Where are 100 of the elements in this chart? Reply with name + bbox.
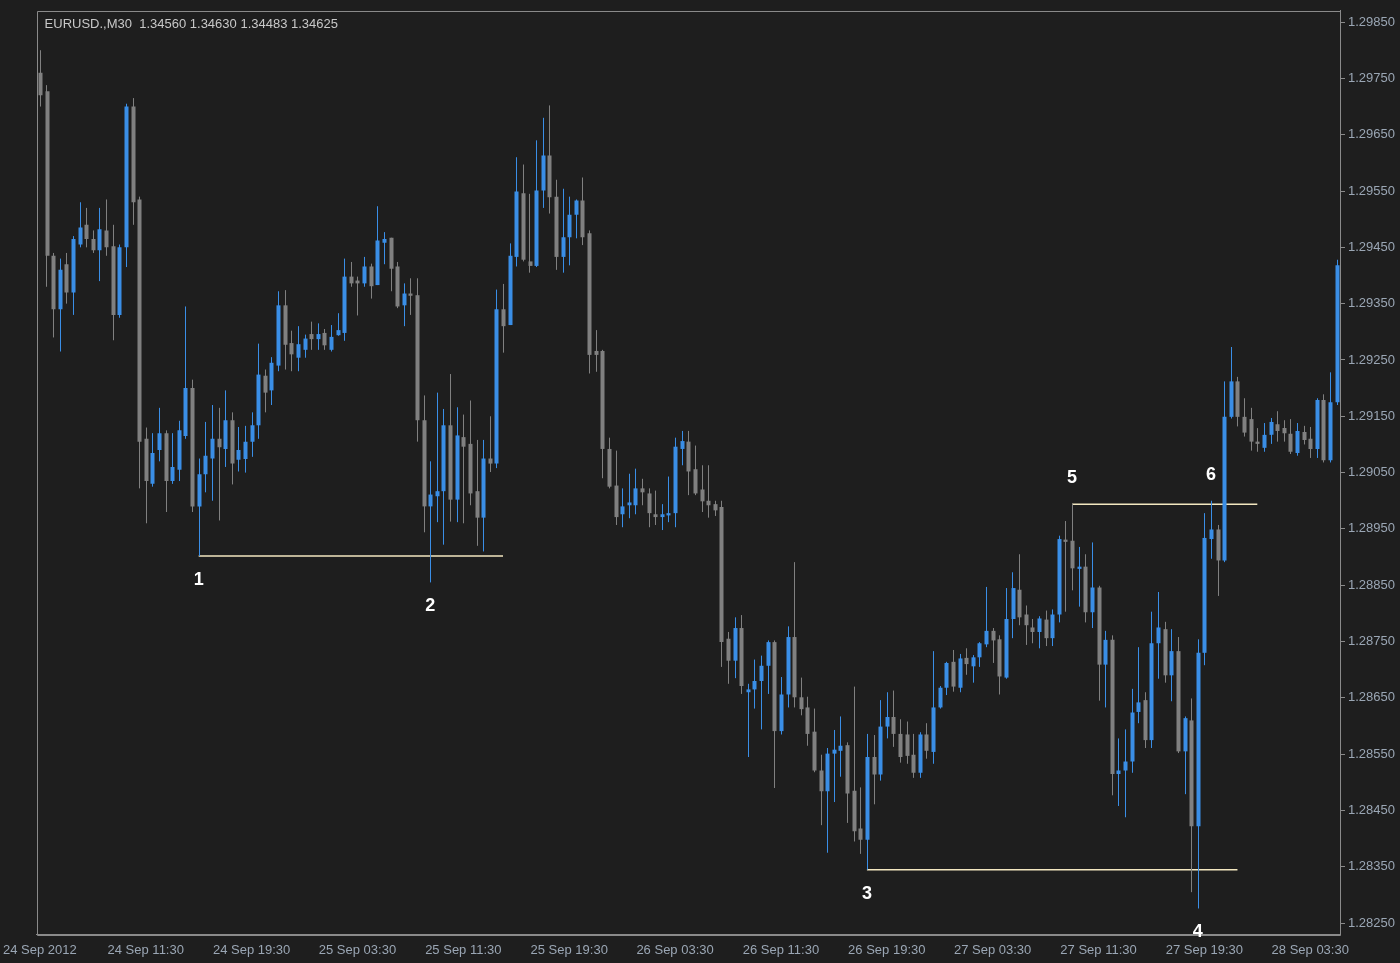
candlestick	[938, 685, 943, 710]
annotation: 2	[425, 595, 436, 616]
candlestick	[653, 490, 658, 526]
candlestick	[382, 231, 387, 265]
annotation: 4	[1192, 921, 1203, 942]
y-tick-label: 1.29050	[1348, 464, 1396, 480]
candlestick	[1282, 419, 1287, 443]
candlestick	[700, 464, 705, 513]
candlestick	[488, 415, 493, 473]
y-tick-label: 1.28350	[1348, 858, 1396, 874]
candlestick	[316, 322, 321, 351]
candlestick	[799, 677, 804, 716]
y-tick-label: 1.29350	[1348, 295, 1396, 311]
y-tick-label: 1.28950	[1348, 520, 1396, 536]
candlestick	[157, 407, 162, 462]
candlestick	[984, 586, 989, 648]
candlestick	[1242, 397, 1247, 438]
x-tick-label: 26 Sep 19:30	[848, 941, 926, 957]
annotation: 1	[193, 568, 204, 589]
candlestick	[97, 207, 102, 282]
candlestick	[501, 283, 506, 354]
candlestick	[104, 198, 109, 257]
candlestick	[289, 330, 294, 372]
candlestick	[322, 328, 327, 351]
candlestick	[336, 312, 341, 337]
candlestick	[528, 193, 533, 274]
annotation: 5	[1067, 467, 1078, 488]
candlestick	[633, 468, 638, 515]
y-tick-label: 1.29550	[1348, 182, 1396, 198]
x-tick-label: 27 Sep 11:30	[1060, 941, 1137, 957]
candlestick	[1156, 591, 1161, 680]
x-tick-label: 26 Sep 03:30	[636, 941, 714, 957]
candlestick	[911, 733, 916, 779]
candlestick	[309, 321, 314, 351]
x-tick-label: 26 Sep 11:30	[742, 941, 820, 957]
candlestick	[296, 325, 301, 372]
candlestick	[428, 460, 433, 583]
candlestick	[303, 334, 308, 359]
candlestick	[217, 407, 222, 521]
candlestick	[1249, 407, 1254, 452]
candlestick	[250, 411, 255, 458]
candlestick	[924, 722, 929, 760]
y-tick-label: 1.28550	[1348, 745, 1396, 761]
candlestick	[461, 414, 466, 524]
candlestick	[858, 786, 863, 855]
candlestick	[1269, 417, 1274, 445]
candlestick	[1044, 610, 1049, 647]
candlestick	[362, 256, 367, 288]
candlestick	[78, 201, 83, 248]
y-tick-label: 1.29650	[1348, 126, 1396, 142]
x-tick-label: 27 Sep 19:30	[1165, 941, 1244, 957]
candlestick	[1123, 728, 1128, 818]
candlestick	[369, 263, 374, 300]
x-tick-label: 28 Sep 03:30	[1271, 941, 1349, 957]
candlestick	[263, 369, 268, 413]
y-tick-label: 1.28250	[1348, 914, 1396, 930]
y-tick-label: 1.28750	[1348, 633, 1396, 649]
candlestick	[1037, 615, 1042, 649]
candlestick	[329, 324, 334, 353]
candlestick	[905, 721, 910, 765]
x-tick-label: 25 Sep 19:30	[530, 941, 608, 957]
candlestick	[766, 639, 771, 695]
annotation: 3	[861, 882, 872, 903]
candlestick	[1288, 418, 1293, 455]
candlestick	[977, 641, 982, 668]
candlestick	[236, 426, 241, 472]
candlestick	[971, 654, 976, 684]
candlestick	[759, 655, 764, 730]
candlestick	[680, 430, 685, 466]
candlestick	[898, 718, 903, 764]
x-tick-label: 27 Sep 03:30	[953, 941, 1032, 957]
candlestick	[872, 734, 877, 805]
candlestick	[891, 690, 896, 748]
candlestick	[1308, 426, 1313, 459]
candlestick	[819, 754, 824, 826]
annotation: 6	[1205, 463, 1216, 484]
candlestick	[1302, 425, 1307, 445]
candlestick	[203, 421, 208, 493]
candlestick	[885, 691, 890, 739]
candlestick	[746, 683, 751, 758]
candlestick	[84, 207, 89, 248]
y-tick-label: 1.28650	[1348, 689, 1396, 705]
x-tick-label: 25 Sep 03:30	[318, 941, 397, 957]
candlestick	[660, 503, 665, 531]
y-tick-label: 1.29150	[1348, 407, 1396, 423]
candlestick	[91, 229, 96, 254]
candlestick	[402, 282, 407, 327]
y-tick-label: 1.29850	[1348, 13, 1396, 29]
candlestick	[1136, 646, 1141, 724]
chart-title: EURUSD.,M30 1.34560 1.34630 1.34483 1.34625	[44, 16, 338, 32]
candlestick	[243, 425, 248, 474]
y-tick-label: 1.29750	[1348, 69, 1396, 85]
y-tick-label: 1.28450	[1348, 802, 1396, 818]
candlestick	[627, 473, 632, 519]
candlestick	[832, 729, 837, 803]
candlestick	[567, 196, 572, 266]
x-tick-label: 24 Sep 19:30	[212, 941, 291, 957]
candlestick	[1262, 422, 1267, 453]
candlestick	[210, 404, 215, 502]
x-tick-label: 24 Sep 11:30	[107, 941, 184, 957]
